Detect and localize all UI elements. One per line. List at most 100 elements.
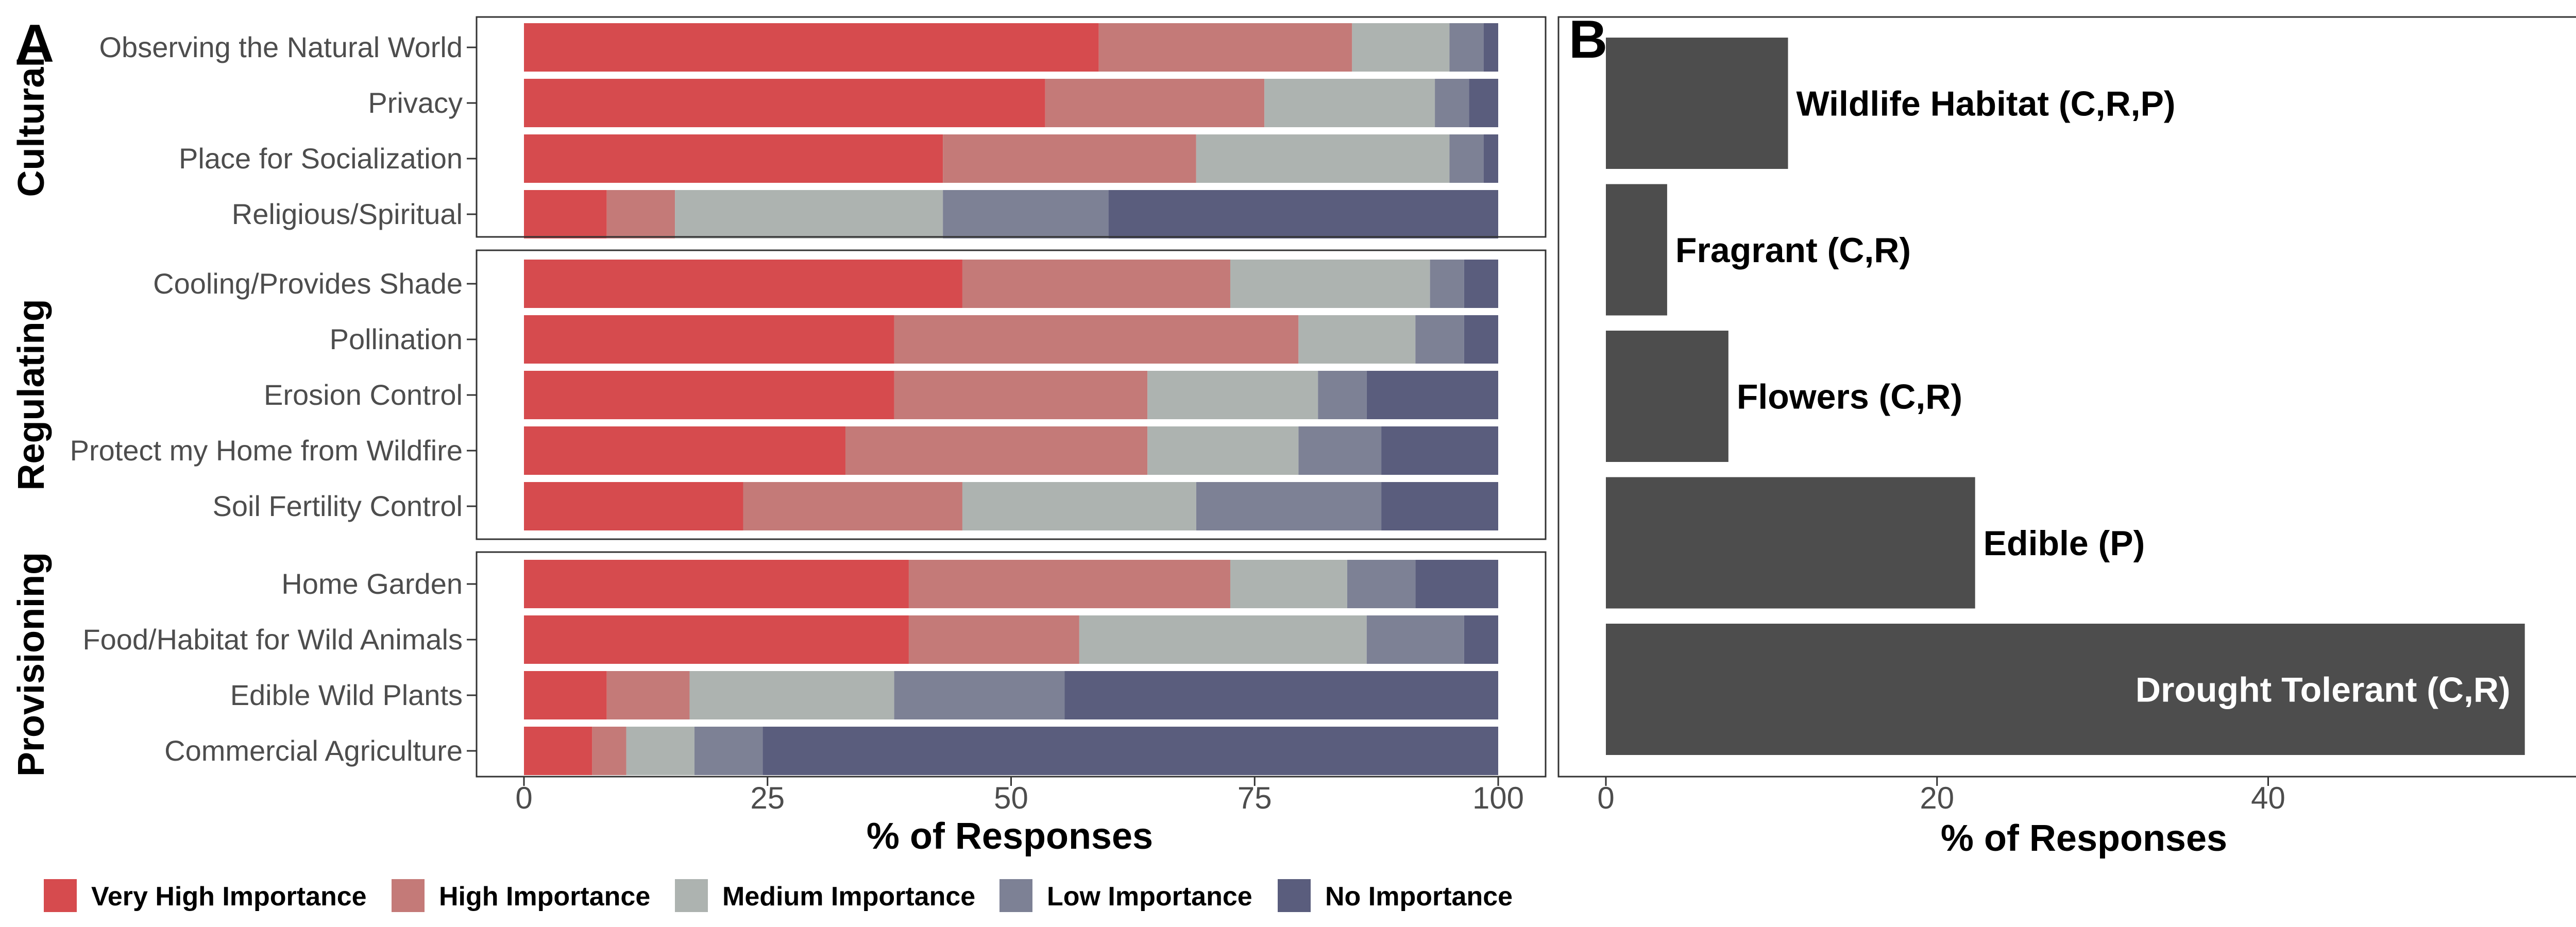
group-label-cultural: Cultural <box>11 57 52 197</box>
bar-segment-no-importance <box>1108 190 1498 238</box>
category-label: Home Garden <box>281 568 463 600</box>
bar-segment-high-importance <box>1045 79 1265 127</box>
bar-segment-medium-importance <box>1230 560 1347 608</box>
bar-segment-low-importance <box>943 190 1109 238</box>
bar-segment-medium-importance <box>689 671 894 719</box>
category-label: Food/Habitat for Wild Animals <box>82 623 463 656</box>
panel-b-x-axis: 0 20 40 <box>1597 777 2285 815</box>
bar-segment-very-high-importance <box>524 260 962 308</box>
bar-segment-very-high-importance <box>524 426 846 475</box>
bar-segment-very-high-importance <box>524 371 894 419</box>
bar-segment-medium-importance <box>626 727 694 775</box>
bar-segment-low-importance <box>1415 315 1464 364</box>
category-label: Edible Wild Plants <box>230 679 463 711</box>
bar-segment-very-high-importance <box>524 315 894 364</box>
bar-segment-high-importance <box>962 260 1230 308</box>
bar-segment-no-importance <box>1464 260 1498 308</box>
bar-segment-high-importance <box>592 727 626 775</box>
bar-segment-very-high-importance <box>524 190 607 238</box>
bar-segment-low-importance <box>1347 560 1416 608</box>
panel-a-group-labels: Cultural Regulating Provisioning <box>11 57 52 777</box>
bar-segment-no-importance <box>1469 79 1498 127</box>
bar-segment-low-importance <box>1449 134 1484 183</box>
bar-label: Flowers (C,R) <box>1737 377 1962 417</box>
panel-a-x-axis: 0 25 50 75 100 <box>515 777 1524 815</box>
group-label-provisioning: Provisioning <box>11 552 52 777</box>
bar-segment-high-importance <box>845 426 1148 475</box>
bar-segment-low-importance <box>894 671 1065 719</box>
bar-segment-high-importance <box>1098 23 1352 72</box>
group-label-regulating: Regulating <box>11 299 52 491</box>
bar-flowers-c-r <box>1606 331 1728 462</box>
bar-segment-no-importance <box>1483 23 1498 72</box>
category-label: Privacy <box>368 87 463 119</box>
bar-segment-low-importance <box>1298 426 1382 475</box>
panel-b-frame <box>1557 16 2576 778</box>
panel-a-bars <box>524 23 1498 775</box>
bar-segment-medium-importance <box>1264 79 1435 127</box>
legend-swatch-very-high-importance <box>44 879 77 912</box>
bar-segment-low-importance <box>694 727 763 775</box>
category-label: Commercial Agriculture <box>164 734 463 767</box>
bar-segment-low-importance <box>1430 260 1464 308</box>
bar-segment-very-high-importance <box>524 560 909 608</box>
bar-segment-very-high-importance <box>524 79 1045 127</box>
bar-segment-medium-importance <box>1147 371 1318 419</box>
bar-segment-high-importance <box>606 671 690 719</box>
panel-a-category-labels: Observing the Natural World Privacy Place … <box>70 31 477 767</box>
bar-segment-high-importance <box>908 560 1230 608</box>
category-label: Religious/Spiritual <box>232 198 463 230</box>
bar-segment-very-high-importance <box>524 23 1099 72</box>
x-tick-label: 75 <box>1238 781 1272 815</box>
category-label: Pollination <box>330 323 463 355</box>
x-tick-label: 25 <box>750 781 785 815</box>
legend-swatch-low-importance <box>999 879 1032 912</box>
legend-label-no-importance: No Importance <box>1325 882 1513 912</box>
group-frame-cultural <box>476 16 1547 238</box>
bar-segment-medium-importance <box>1230 260 1430 308</box>
bar-label: Wildlife Habitat (C,R,P) <box>1797 84 2176 124</box>
panel-b-tag: B <box>1569 10 1607 70</box>
bar-label: Drought Tolerant (C,R) <box>2136 671 2511 710</box>
bar-segment-no-importance <box>1483 134 1498 183</box>
x-tick-label: 50 <box>994 781 1028 815</box>
bar-label: Edible (P) <box>1984 524 2145 563</box>
bar-segment-no-importance <box>762 727 1498 775</box>
bar-segment-high-importance <box>894 315 1299 364</box>
x-tick-label: 0 <box>515 781 532 815</box>
bar-segment-low-importance <box>1366 615 1464 664</box>
bar-segment-very-high-importance <box>524 134 943 183</box>
bar-segment-medium-importance <box>1352 23 1450 72</box>
bar-wildlife-habitat-c-r-p <box>1606 38 1788 169</box>
x-tick-label: 40 <box>2251 781 2285 815</box>
category-label: Cooling/Provides Shade <box>153 267 463 300</box>
bar-edible-p <box>1606 477 1975 609</box>
bar-fragrant-c-r <box>1606 184 1667 316</box>
category-label: Erosion Control <box>264 379 463 411</box>
bar-segment-low-importance <box>1449 23 1484 72</box>
legend-label-high-importance: High Importance <box>439 882 650 912</box>
legend: Very High Importance High Importance Mediu… <box>44 879 1513 912</box>
bar-segment-medium-importance <box>1079 615 1367 664</box>
category-label: Soil Fertility Control <box>213 490 463 522</box>
bar-segment-medium-importance <box>962 482 1196 530</box>
legend-swatch-medium-importance <box>675 879 708 912</box>
panel-a: A Observing the Natural World Privacy Plac… <box>11 14 1547 857</box>
bar-segment-no-importance <box>1064 671 1498 719</box>
bar-segment-no-importance <box>1381 482 1498 530</box>
bar-drought-tolerant-c-r <box>1606 624 2525 755</box>
panel-b-x-axis-title: % of Responses <box>1941 818 2227 859</box>
bar-segment-no-importance <box>1415 560 1498 608</box>
bar-segment-medium-importance <box>1147 426 1299 475</box>
panel-b-bars: Wildlife Habitat (C,R,P) Fragrant (C,R) Fl… <box>1606 38 2525 755</box>
panel-a-x-axis-title: % of Responses <box>867 816 1153 857</box>
bar-segment-no-importance <box>1366 371 1498 419</box>
category-label: Observing the Natural World <box>99 31 463 63</box>
legend-label-medium-importance: Medium Importance <box>722 882 975 912</box>
bar-segment-low-importance <box>1435 79 1469 127</box>
panel-a-tag: A <box>15 14 54 74</box>
panel-b: B Wildlife Habitat (C,R,P) Fragrant (C,R)… <box>1557 10 2576 859</box>
x-tick-label: 0 <box>1597 781 1614 815</box>
legend-label-low-importance: Low Importance <box>1047 882 1252 912</box>
